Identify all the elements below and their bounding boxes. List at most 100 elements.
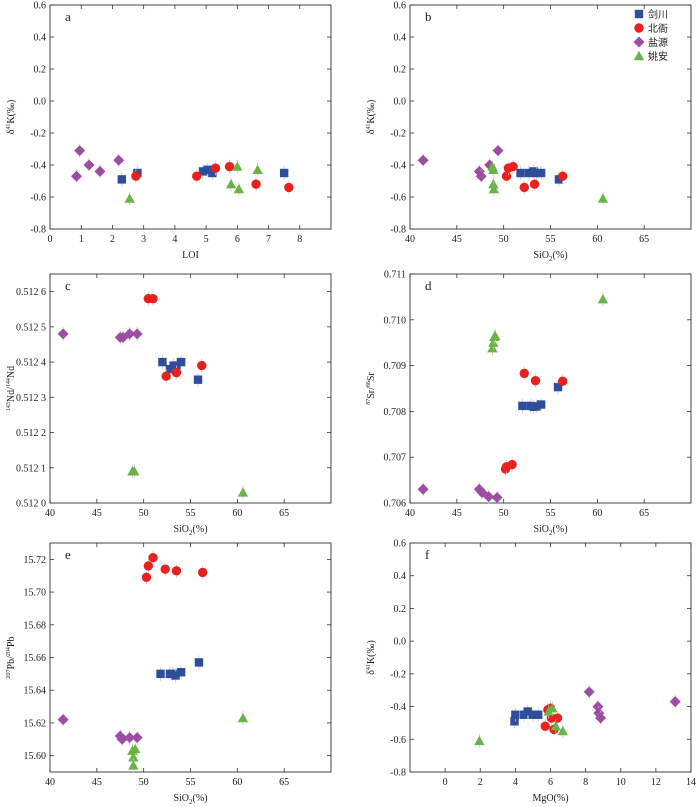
y-tick-label: 0.707 <box>384 453 407 464</box>
y-tick-label: -0.2 <box>390 129 406 140</box>
data-point-jianchuan <box>176 668 186 677</box>
data-point-yanyuan <box>113 154 125 166</box>
data-point-beiya <box>161 371 171 381</box>
x-tick-label: 55 <box>186 777 196 788</box>
panel-letter: e <box>65 547 71 562</box>
data-point-jianchuan <box>554 175 564 184</box>
series-yanyuan <box>583 684 681 726</box>
y-tick-label: 0.708 <box>384 407 407 418</box>
data-point-beiya <box>224 161 235 172</box>
x-tick-label: 14 <box>686 777 696 788</box>
x-axis-title: LOI <box>182 250 199 261</box>
plot-frame <box>409 542 692 773</box>
series-yanyuan <box>417 482 503 505</box>
data-point-yaoan <box>129 466 140 476</box>
data-point-beiya <box>552 713 563 723</box>
series-beiya <box>501 159 568 195</box>
series-yaoan <box>124 159 263 206</box>
data-point-jianchuan <box>194 658 204 667</box>
y-tick-label: 15.60 <box>24 751 47 762</box>
data-point-yaoan <box>124 193 135 203</box>
y-tick-label: -0.4 <box>390 702 406 713</box>
panel-d: 40 45 50 55 60 65 0.706 0.707 0.708 0.709 0.710 0.7… <box>366 270 692 537</box>
data-point-yaoan <box>233 183 245 194</box>
legend-marker-yanyuan <box>633 36 645 48</box>
x-tick-label: 60 <box>232 508 242 519</box>
data-point-yanyuan <box>124 328 136 340</box>
data-point-yaoan <box>597 293 609 304</box>
data-point-yaoan <box>130 743 141 754</box>
panel-letter: f <box>425 547 430 562</box>
series-yaoan <box>127 711 249 773</box>
data-point-beiya <box>197 360 207 371</box>
legend-marker-jianchuan <box>634 9 644 19</box>
x-tick-label: 40 <box>405 234 415 245</box>
data-point-yanyuan <box>492 145 504 157</box>
x-tick-label: 4 <box>172 234 177 245</box>
x-tick-label: 6 <box>548 777 553 788</box>
data-point-yaoan <box>547 703 558 713</box>
y-tick-label: 0.709 <box>384 361 407 372</box>
data-point-yaoan <box>488 164 499 174</box>
x-tick-label: 40 <box>45 777 55 788</box>
x-tick-label: 0 <box>443 777 448 788</box>
x-tick-label: 50 <box>499 508 509 519</box>
legend-marker-beiya <box>634 23 644 33</box>
data-point-beiya <box>141 572 152 583</box>
y-tick-label: -0.8 <box>30 225 46 236</box>
x-tick-label: 0 <box>48 234 53 245</box>
legend-label-yanyuan: 盐源 <box>648 36 668 49</box>
data-point-jianchuan <box>524 168 534 178</box>
series-jianchuan <box>117 162 289 187</box>
y-tick-label: 0.0 <box>394 97 407 108</box>
data-point-yaoan <box>487 342 498 353</box>
data-point-yaoan <box>237 712 249 723</box>
data-point-beiya <box>171 367 182 378</box>
y-axis-title: 143Nd/144Nd <box>6 366 17 411</box>
y-tick-label: 0.512 3 <box>16 393 46 404</box>
y-tick-label: 0.6 <box>394 1 407 12</box>
y-tick-label: 15.66 <box>24 653 47 664</box>
y-tick-label: -0.2 <box>30 129 46 140</box>
series-yaoan <box>487 292 609 356</box>
series-beiya <box>500 366 568 477</box>
data-point-beiya <box>210 163 221 173</box>
plot-frame <box>49 273 332 504</box>
data-point-beiya <box>557 171 568 181</box>
series-beiya <box>141 550 208 585</box>
series-yaoan <box>474 701 568 748</box>
data-point-beiya <box>508 161 518 172</box>
data-point-beiya <box>507 459 517 470</box>
data-point-yanyuan <box>57 714 69 726</box>
y-axis-title: 87Sr/86Sr <box>366 372 377 405</box>
data-point-yaoan <box>474 735 485 746</box>
data-point-yanyuan <box>669 696 681 708</box>
data-point-jianchuan <box>117 175 127 184</box>
plot-frame <box>49 542 332 773</box>
series-jianchuan <box>156 655 204 683</box>
data-point-beiya <box>131 171 141 181</box>
y-tick-label: 0.0 <box>394 637 407 648</box>
panel-e: 40 45 50 55 60 65 15.60 15.62 15.64 15.66 15.68 15.… <box>6 542 332 806</box>
data-point-beiya <box>519 182 529 193</box>
x-tick-label: 60 <box>592 508 602 519</box>
data-point-yaoan <box>597 193 609 203</box>
data-point-yaoan <box>225 179 237 189</box>
data-point-jianchuan <box>532 168 541 178</box>
y-tick-label: 0.512 5 <box>16 322 46 333</box>
data-point-yaoan <box>232 161 243 171</box>
data-point-jianchuan <box>193 375 203 384</box>
x-tick-label: 60 <box>592 234 602 245</box>
data-point-yaoan <box>488 183 500 194</box>
data-point-jianchuan <box>208 168 217 178</box>
data-point-yaoan <box>252 164 263 174</box>
data-point-yanyuan <box>71 170 83 182</box>
data-point-beiya <box>251 179 261 189</box>
x-tick-label: 1 <box>79 234 84 245</box>
data-point-jianchuan <box>158 357 167 367</box>
y-tick-label: 0.0 <box>34 97 47 108</box>
panel-letter: a <box>65 9 71 24</box>
data-point-beiya <box>143 561 154 571</box>
data-point-beiya <box>540 721 550 731</box>
y-tick-label: 0.710 <box>384 315 407 326</box>
